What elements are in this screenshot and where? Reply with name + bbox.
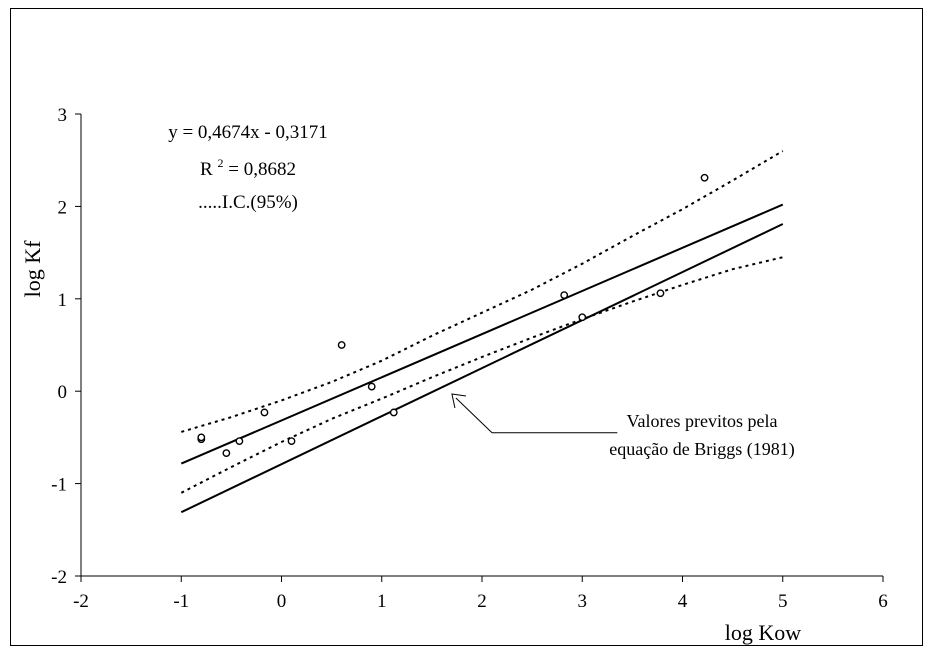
y-tick-label: 1	[58, 290, 68, 311]
chart-svg: -2 -1 0 1 2 3 4 5 6 -2 -1 0 1 2 3 log Kow log Kf y = 0,4…	[20, 105, 888, 645]
callout-arrow-shaft	[455, 397, 493, 434]
ci-label: .....I.C.(95%)	[198, 192, 298, 213]
equation-label: y = 0,4674x - 0,3171	[168, 122, 328, 143]
data-point	[287, 437, 296, 445]
r2-superscript: 2	[217, 156, 223, 170]
data-point	[578, 313, 587, 322]
data-point	[260, 408, 269, 417]
x-tick-label: 2	[477, 591, 487, 612]
callout-arrow-head	[451, 393, 466, 409]
callout-line2: equação de Briggs (1981)	[609, 439, 794, 460]
x-tick-label: -2	[73, 591, 89, 612]
x-tick-label: 4	[678, 591, 688, 612]
data-point	[560, 291, 569, 300]
chart-frame: -2 -1 0 1 2 3 4 5 6 -2 -1 0 1 2 3 log Kow log Kf y = 0,4…	[10, 8, 923, 646]
data-point	[222, 449, 231, 458]
annotations: y = 0,4674x - 0,3171 R 2 = 0,8682 .....I…	[168, 122, 795, 460]
r2-value: = 0,8682	[228, 159, 296, 180]
briggs-prediction-line	[180, 223, 784, 514]
y-tick-label: 2	[58, 197, 68, 218]
y-tick-label: 3	[58, 105, 68, 126]
x-tick-label: 5	[778, 591, 788, 612]
x-tick-label: 1	[377, 591, 387, 612]
data-point	[337, 341, 346, 349]
regression-line	[180, 203, 784, 465]
data-point	[656, 289, 665, 298]
x-tick-label: 6	[878, 591, 888, 612]
x-tick-label: 3	[578, 591, 588, 612]
callout-line1: Valores previtos pela	[627, 411, 778, 431]
x-axis-title: log Kow	[725, 620, 802, 645]
points	[197, 173, 709, 458]
y-tick-label: -2	[51, 567, 67, 588]
data-point	[389, 408, 398, 417]
r2-prefix: R	[200, 159, 213, 180]
y-axis-title: log Kf	[20, 240, 45, 298]
y-tick-label: -1	[51, 475, 67, 496]
data-point	[197, 433, 206, 442]
axes: -2 -1 0 1 2 3 4 5 6 -2 -1 0 1 2 3 log Kow log Kf	[20, 105, 888, 645]
x-tick-label: -1	[173, 591, 189, 612]
data-point	[235, 437, 244, 445]
x-tick-label: 0	[277, 591, 287, 612]
lines	[180, 150, 784, 514]
r2-label: R 2 = 0,8682	[200, 151, 296, 180]
data-point	[700, 173, 709, 182]
y-tick-label: 0	[58, 382, 68, 403]
confidence-interval-line	[181, 150, 784, 433]
confidence-interval-line	[180, 256, 784, 494]
data-point	[367, 382, 376, 391]
